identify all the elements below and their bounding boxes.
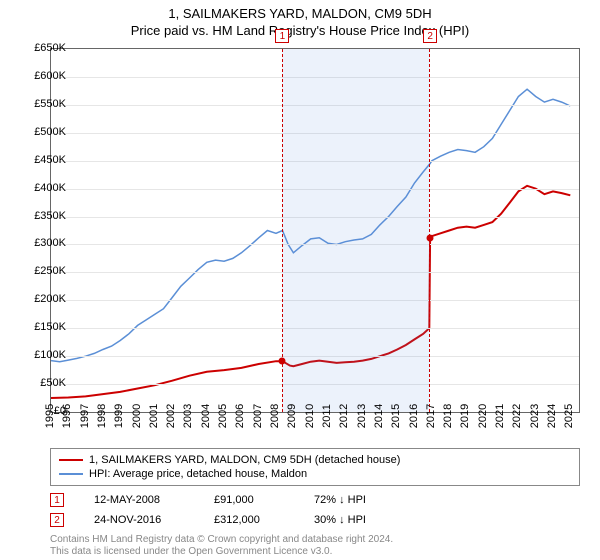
y-axis-label: £250K	[34, 265, 66, 277]
sale-date-1: 12-MAY-2008	[94, 494, 184, 506]
x-axis-label: 2016	[408, 404, 420, 428]
x-axis-label: 2006	[234, 404, 246, 428]
sales-row: 1 12-MAY-2008 £91,000 72% ↓ HPI	[50, 490, 366, 510]
x-axis-label: 2005	[217, 404, 229, 428]
x-axis-label: 2007	[252, 404, 264, 428]
x-axis-label: 1996	[61, 404, 73, 428]
x-axis-label: 2002	[165, 404, 177, 428]
legend-item-hpi: HPI: Average price, detached house, Mald…	[59, 467, 571, 481]
sales-row: 2 24-NOV-2016 £312,000 30% ↓ HPI	[50, 510, 366, 530]
x-axis-label: 2025	[563, 404, 575, 428]
legend-item-property: 1, SAILMAKERS YARD, MALDON, CM9 5DH (det…	[59, 453, 571, 467]
x-axis-label: 2020	[477, 404, 489, 428]
footer-attribution: Contains HM Land Registry data © Crown c…	[50, 534, 393, 558]
sale-date-2: 24-NOV-2016	[94, 514, 184, 526]
sale-delta-2: 30% ↓ HPI	[314, 514, 366, 526]
x-axis-label: 2001	[148, 404, 160, 428]
x-axis-label: 2018	[442, 404, 454, 428]
y-axis-label: £400K	[34, 182, 66, 194]
x-axis-label: 2004	[200, 404, 212, 428]
x-axis-label: 1998	[96, 404, 108, 428]
x-axis-label: 2003	[182, 404, 194, 428]
x-axis-label: 2017	[425, 404, 437, 428]
x-axis-label: 2023	[529, 404, 541, 428]
legend-label-hpi: HPI: Average price, detached house, Mald…	[89, 468, 307, 480]
x-axis-label: 2000	[131, 404, 143, 428]
x-axis-label: 2010	[304, 404, 316, 428]
y-axis-label: £550K	[34, 98, 66, 110]
y-axis-label: £50K	[40, 377, 66, 389]
x-axis-label: 1999	[113, 404, 125, 428]
y-axis-label: £650K	[34, 42, 66, 54]
y-axis-label: £100K	[34, 349, 66, 361]
legend-box: 1, SAILMAKERS YARD, MALDON, CM9 5DH (det…	[50, 448, 580, 486]
x-axis-label: 2021	[494, 404, 506, 428]
x-axis-label: 2012	[338, 404, 350, 428]
chart-title-subtitle: Price paid vs. HM Land Registry's House …	[0, 21, 600, 38]
footer-line2: This data is licensed under the Open Gov…	[50, 546, 393, 558]
x-axis-label: 2011	[321, 404, 333, 428]
y-axis-label: £200K	[34, 293, 66, 305]
footer-line1: Contains HM Land Registry data © Crown c…	[50, 534, 393, 546]
y-axis-label: £300K	[34, 237, 66, 249]
y-axis-label: £600K	[34, 70, 66, 82]
x-axis-label: 2009	[286, 404, 298, 428]
sale-price-2: £312,000	[214, 514, 284, 526]
y-axis-label: £150K	[34, 321, 66, 333]
legend-swatch-property	[59, 459, 83, 461]
chart-title-address: 1, SAILMAKERS YARD, MALDON, CM9 5DH	[0, 0, 600, 21]
sale-marker-2: 2	[50, 513, 64, 527]
x-axis-label: 2019	[459, 404, 471, 428]
legend-swatch-hpi	[59, 473, 83, 475]
chart-container: 1, SAILMAKERS YARD, MALDON, CM9 5DH Pric…	[0, 0, 600, 560]
sale-period-band	[282, 49, 430, 412]
x-axis-label: 1997	[79, 404, 91, 428]
sale-marker-2-top: 2	[423, 29, 437, 43]
x-axis-label: 2015	[390, 404, 402, 428]
y-axis-label: £350K	[34, 210, 66, 222]
x-axis-label: 2014	[373, 404, 385, 428]
sale-dot-2	[427, 234, 434, 241]
sale-delta-1: 72% ↓ HPI	[314, 494, 366, 506]
x-axis-label: 2008	[269, 404, 281, 428]
y-axis-label: £450K	[34, 154, 66, 166]
y-axis-label: £500K	[34, 126, 66, 138]
sale-dot-1	[279, 358, 286, 365]
sale-marker-1-top: 1	[275, 29, 289, 43]
x-axis-label: 1995	[44, 404, 56, 428]
legend-label-property: 1, SAILMAKERS YARD, MALDON, CM9 5DH (det…	[89, 454, 400, 466]
x-axis-label: 2022	[511, 404, 523, 428]
sales-table: 1 12-MAY-2008 £91,000 72% ↓ HPI 2 24-NOV…	[50, 490, 366, 530]
x-axis-label: 2024	[546, 404, 558, 428]
sale-price-1: £91,000	[214, 494, 284, 506]
x-axis-label: 2013	[356, 404, 368, 428]
sale-marker-1: 1	[50, 493, 64, 507]
plot-area: 12	[50, 48, 580, 413]
